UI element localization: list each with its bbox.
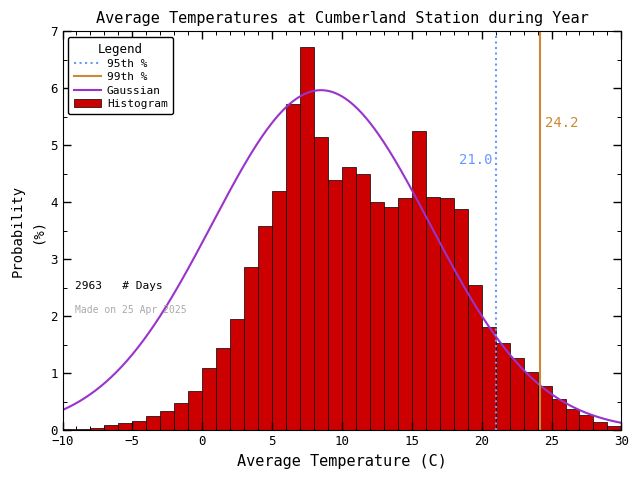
X-axis label: Average Temperature (C): Average Temperature (C) [237,454,447,469]
Bar [538,386,552,431]
Bar [509,358,524,431]
Bar [202,368,216,431]
Legend: 95th %, 99th %, Gaussian, Histogram: 95th %, 99th %, Gaussian, Histogram [68,37,173,114]
Gaussian [561,400,568,406]
Gaussian [388,153,396,159]
Y-axis label: Probability
(%): Probability (%) [11,185,45,277]
Bar [147,416,161,431]
Bar [524,372,538,431]
Bar [244,267,258,431]
Bar [77,429,90,431]
Bar [579,415,593,431]
Text: 21.0: 21.0 [459,153,492,167]
Bar [300,48,314,431]
Bar [468,285,482,431]
Bar [188,391,202,431]
Bar [90,428,104,431]
Bar [370,203,384,431]
Bar [566,409,579,431]
Bar [384,207,398,431]
Line: Gaussian: Gaussian [35,90,640,427]
Bar [258,227,272,431]
Text: 2963   # Days: 2963 # Days [75,281,163,291]
Bar [398,198,412,431]
Bar [161,410,174,431]
Title: Average Temperatures at Cumberland Station during Year: Average Temperatures at Cumberland Stati… [95,11,588,26]
Bar [63,429,77,431]
Bar [440,198,454,431]
Bar [495,343,509,431]
Bar [118,423,132,431]
Bar [174,403,188,431]
Bar [216,348,230,431]
Bar [593,422,607,431]
Bar [272,191,286,431]
Gaussian [404,181,412,187]
Bar [552,399,566,431]
Bar [412,131,426,431]
Bar [314,137,328,431]
Text: 24.2: 24.2 [545,116,578,130]
Gaussian [423,216,431,221]
Bar [230,319,244,431]
Bar [482,327,495,431]
Bar [286,105,300,431]
Bar [454,209,468,431]
Gaussian [317,87,324,93]
Gaussian [498,341,506,347]
Gaussian [68,402,76,408]
Bar [104,425,118,431]
Bar [426,197,440,431]
Bar [356,174,370,431]
Bar [328,180,342,431]
Gaussian [31,417,38,422]
Bar [132,421,147,431]
Bar [607,427,621,431]
Bar [342,167,356,431]
Text: Made on 25 Apr 2025: Made on 25 Apr 2025 [75,305,186,315]
